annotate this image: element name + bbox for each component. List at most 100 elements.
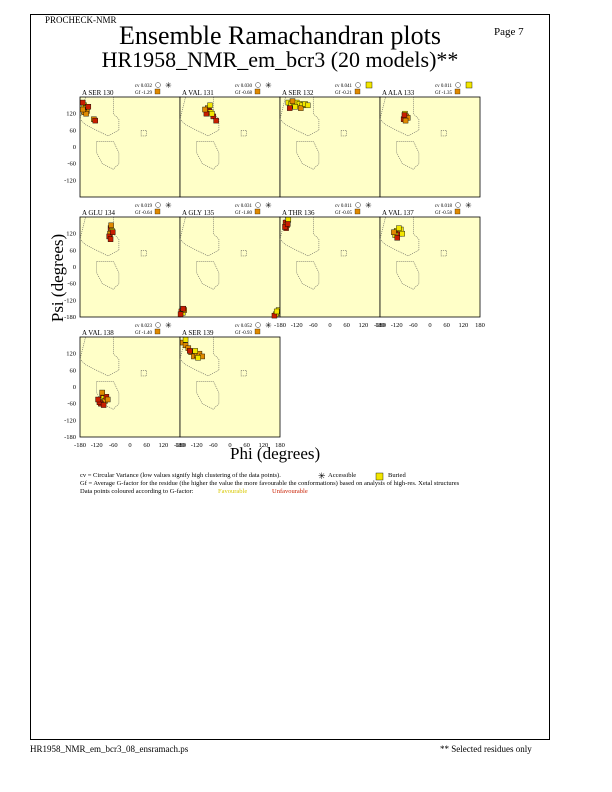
data-point	[80, 106, 86, 113]
y-tick-label: -180	[64, 314, 76, 321]
data-point	[92, 117, 98, 124]
allowed-region-outline	[140, 130, 147, 137]
data-point	[85, 104, 92, 110]
data-point	[402, 117, 409, 124]
panel-cv: cv 0.011	[335, 204, 353, 209]
allowed-region-outline	[396, 141, 420, 170]
x-tick-label: 60	[143, 442, 150, 449]
y-tick-label: -180	[64, 434, 76, 441]
panel-cv: cv 0.030	[235, 84, 253, 89]
panel-residue-label: A SER 132	[282, 89, 314, 97]
x-tick-label: -60	[409, 322, 418, 329]
accessible-icon: ✳	[265, 81, 272, 90]
data-point	[182, 337, 189, 343]
accessible-icon: ✳	[365, 201, 372, 210]
accessible-icon: ✳	[265, 321, 272, 330]
panel-residue-label: A THR 136	[282, 209, 315, 217]
x-tick-label: 180	[275, 442, 285, 449]
allowed-region-outline	[340, 130, 347, 137]
gf-colour-icon	[254, 208, 261, 215]
allowed-region-outline	[96, 381, 120, 410]
gf-colour-icon	[354, 208, 361, 215]
allowed-region-outline	[96, 261, 120, 290]
allowed-region-outline	[440, 130, 447, 137]
plot-panel	[379, 96, 481, 198]
panel-cv: cv 0.031	[235, 204, 253, 209]
panel-gf: Gf -1.40	[135, 331, 152, 336]
x-tick-label: 60	[443, 322, 450, 329]
data-point	[195, 355, 201, 361]
data-point	[396, 225, 402, 231]
x-tick-label: -120	[91, 442, 103, 449]
data-point	[177, 311, 184, 317]
data-point	[187, 348, 193, 354]
allowed-region-outline	[96, 141, 120, 170]
legend-colour-text: Data points coloured according to G-fact…	[80, 488, 194, 495]
y-axis-label: Psi (degrees)	[48, 233, 67, 323]
allowed-region-outline	[440, 250, 447, 257]
data-point	[99, 389, 105, 396]
accessible-icon: ✳	[318, 472, 326, 482]
plot-panel	[79, 216, 181, 318]
panel-gf: Gf -0.64	[135, 211, 152, 216]
allowed-region-outline	[240, 370, 247, 377]
panel-residue-label: A SER 130	[82, 89, 114, 97]
legend-unfavourable-label: Unfavourable	[272, 488, 308, 495]
data-point	[207, 102, 213, 109]
y-tick-label: -60	[67, 281, 76, 288]
data-point	[282, 224, 288, 230]
y-tick-label: 120	[66, 351, 76, 358]
accessible-icon: ✳	[465, 201, 472, 210]
legend-favourable-label: Favourable	[218, 488, 248, 495]
legend-accessible-label: Accessible	[328, 472, 357, 479]
buried-icon	[375, 472, 384, 481]
page-subtitle: HR1958_NMR_em_bcr3 (20 models)**	[101, 47, 459, 72]
x-tick-label: -180	[174, 442, 186, 449]
x-tick-label: -180	[74, 442, 86, 449]
y-tick-label: -60	[67, 401, 76, 408]
panel-residue-label: A VAL 137	[382, 209, 414, 217]
allowed-region-outline	[296, 141, 320, 170]
panel-gf: Gf -0.58	[435, 211, 452, 216]
cv-icon	[155, 82, 161, 88]
panel-gf: Gf -1.80	[235, 211, 252, 216]
panel-gf: Gf -1.35	[435, 91, 452, 96]
allowed-region-outline	[379, 216, 420, 257]
y-tick-label: 0	[73, 264, 76, 271]
allowed-region-outline	[179, 96, 220, 137]
allowed-region-outline	[240, 130, 247, 137]
page-number: Page 7	[494, 26, 524, 38]
data-point	[95, 396, 101, 403]
allowed-region-outline	[196, 381, 220, 410]
panel-gf: Gf -1.29	[135, 91, 152, 96]
panel-cv: cv 0.011	[435, 84, 453, 89]
cv-icon	[355, 82, 361, 88]
plot-panel	[79, 336, 181, 438]
x-tick-label: 120	[458, 322, 468, 329]
data-point	[285, 221, 291, 227]
panel-cv: cv 0.019	[135, 204, 153, 209]
allowed-region-outline	[179, 336, 220, 377]
data-point	[273, 308, 280, 315]
x-tick-label: -60	[109, 442, 118, 449]
panel-cv: cv 0.018	[435, 204, 453, 209]
data-point	[401, 112, 408, 118]
footer-note: ** Selected residues only	[440, 744, 532, 754]
data-point	[80, 99, 86, 106]
accessible-icon: ✳	[165, 201, 172, 210]
allowed-region-outline	[79, 96, 120, 137]
panel-gf: Gf -0.21	[335, 91, 352, 96]
x-tick-label: 180	[175, 442, 185, 449]
gf-colour-icon	[154, 328, 161, 335]
allowed-region-outline	[279, 216, 320, 257]
data-point	[100, 402, 107, 408]
data-point	[105, 396, 111, 403]
cv-icon	[155, 322, 161, 328]
allowed-region-outline	[340, 250, 347, 257]
x-tick-label: -120	[191, 442, 203, 449]
y-tick-label: 0	[73, 384, 76, 391]
cv-icon	[155, 202, 161, 208]
x-tick-label: -60	[209, 442, 218, 449]
x-tick-label: -180	[374, 322, 386, 329]
cv-icon	[255, 82, 261, 88]
